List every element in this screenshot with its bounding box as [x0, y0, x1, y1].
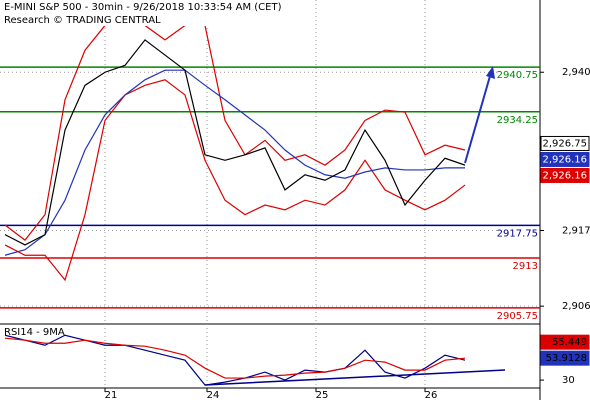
level-label: 2917.75	[497, 228, 538, 239]
series-line	[4, 79, 466, 282]
price-tag-label: 55.449	[552, 337, 587, 348]
level-label: 2940.75	[497, 70, 538, 81]
y-tick-label: 2,940	[562, 67, 590, 78]
price-tag	[540, 151, 590, 167]
projection-arrowhead	[486, 66, 495, 79]
level-label-bg	[498, 227, 539, 240]
price-tag-label: 2,926.16	[542, 154, 587, 165]
price-tag	[540, 350, 590, 366]
main-panel: 2940.75 2934.25 2917.75 2913 2905.75	[0, 0, 540, 388]
series-line	[4, 337, 466, 379]
x-tick-label: 21	[105, 390, 118, 400]
price-tag-label: 2,926.16	[542, 170, 587, 181]
series-line	[4, 334, 466, 386]
title-background	[0, 0, 290, 26]
level-label: 2905.75	[497, 311, 538, 322]
level-label-bg	[498, 113, 539, 126]
chart-title: E-MINI S&P 500 - 30min - 9/26/2018 10:33…	[4, 2, 282, 13]
rsi-trendline	[204, 369, 506, 386]
x-tick-label: 25	[316, 390, 329, 400]
level-label-bg	[498, 260, 539, 273]
chart-subtitle: Research © TRADING CENTRAL	[4, 15, 161, 26]
level-label-bg	[498, 309, 539, 322]
price-tag-label: 53.9128	[546, 353, 587, 364]
x-tick-label: 26	[425, 390, 438, 400]
x-tick-label: 24	[207, 390, 220, 400]
y-tick-label: 30	[562, 375, 575, 386]
price-tag	[540, 334, 590, 350]
price-tag	[540, 167, 590, 183]
projection-arrow	[464, 75, 491, 164]
level-label-bg	[498, 69, 539, 82]
level-label: 2934.25	[497, 115, 538, 126]
price-tag	[540, 135, 590, 151]
y-tick-label: 2,906	[562, 301, 590, 312]
series-line	[4, 19, 466, 241]
series-line	[4, 39, 466, 246]
price-tag-label: 2,926.75	[542, 138, 587, 149]
rsi-panel	[4, 334, 466, 386]
rsi-title: RSI14 - 9MA	[4, 327, 65, 338]
y-tick-label: 2,917	[562, 225, 590, 236]
level-label: 2913	[513, 261, 538, 272]
